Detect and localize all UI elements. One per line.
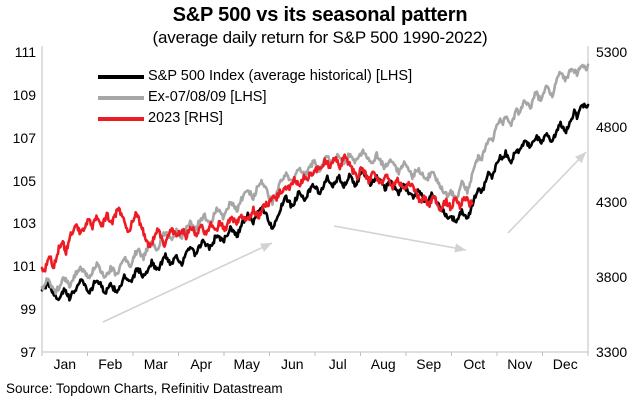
legend-swatch-red-line-icon <box>98 116 144 121</box>
x-axis-tick-jan: Jan <box>53 356 77 372</box>
right-axis-tick-4300: 4300 <box>596 194 628 210</box>
source-caption: Source: Topdown Charts, Refinitiv Datast… <box>6 381 283 396</box>
x-axis-tick-dec: Dec <box>552 356 578 372</box>
chart-title: S&P 500 vs its seasonal pattern <box>172 4 468 26</box>
chart-legend: S&P 500 Index (average historical) [LHS]… <box>98 66 412 129</box>
series-line-2 <box>40 153 474 273</box>
axis-lines <box>41 46 589 356</box>
legend-swatch-black-line-icon <box>98 74 144 79</box>
left-axis-tick-101: 101 <box>12 258 36 275</box>
x-axis-tick-may: May <box>233 356 260 372</box>
right-axis-tick-4800: 4800 <box>596 119 628 135</box>
legend-item-historical: S&P 500 Index (average historical) [LHS] <box>98 66 412 87</box>
left-axis-tick-103: 103 <box>12 215 36 232</box>
uptrend-arrow-early-year <box>102 242 273 323</box>
right-axis-tick-3800: 3800 <box>596 269 628 285</box>
x-axis-tick-aug: Aug <box>370 356 396 372</box>
left-axis-tick-111: 111 <box>14 44 36 60</box>
x-axis-tick-jun: Jun <box>280 356 304 372</box>
x-axis-tick-feb: Feb <box>98 356 123 372</box>
x-axis-tick-nov: Nov <box>507 356 533 372</box>
sideways-arrow-mid-year <box>333 225 467 253</box>
left-axis-tick-99: 99 <box>20 301 36 318</box>
legend-label-historical: S&P 500 Index (average historical) [LHS] <box>148 68 413 84</box>
x-axis-tick-sep: Sep <box>416 356 442 372</box>
left-axis-tick-105: 105 <box>12 172 36 189</box>
trend-arrow-annotations <box>102 151 587 323</box>
x-axis-tick-oct: Oct <box>463 356 486 372</box>
left-axis-tick-107: 107 <box>12 129 36 146</box>
series-line-1 <box>40 63 590 296</box>
series-line-0 <box>40 102 590 302</box>
left-axis-tick-109: 109 <box>12 86 36 103</box>
legend-item-ex-crisis: Ex-07/08/09 [LHS] <box>98 87 412 108</box>
left-axis-tick-97: 97 <box>20 344 36 360</box>
chart-subtitle: (average daily return for S&P 500 1990-2… <box>152 28 488 47</box>
x-axis-tick-mar: Mar <box>143 356 168 372</box>
x-axis-tick-apr: Apr <box>190 356 213 372</box>
legend-swatch-gray-line-icon <box>98 95 144 100</box>
data-series-lines <box>40 63 590 302</box>
legend-item-2023: 2023 [RHS] <box>98 108 412 129</box>
legend-label-ex-crisis: Ex-07/08/09 [LHS] <box>148 89 267 105</box>
legend-label-2023: 2023 [RHS] <box>148 110 223 126</box>
x-axis-tick-jul: Jul <box>328 356 347 372</box>
right-axis-tick-5300: 5300 <box>596 44 628 60</box>
right-axis-tick-3300: 3300 <box>596 344 628 360</box>
uptrend-arrow-year-end <box>507 151 587 234</box>
